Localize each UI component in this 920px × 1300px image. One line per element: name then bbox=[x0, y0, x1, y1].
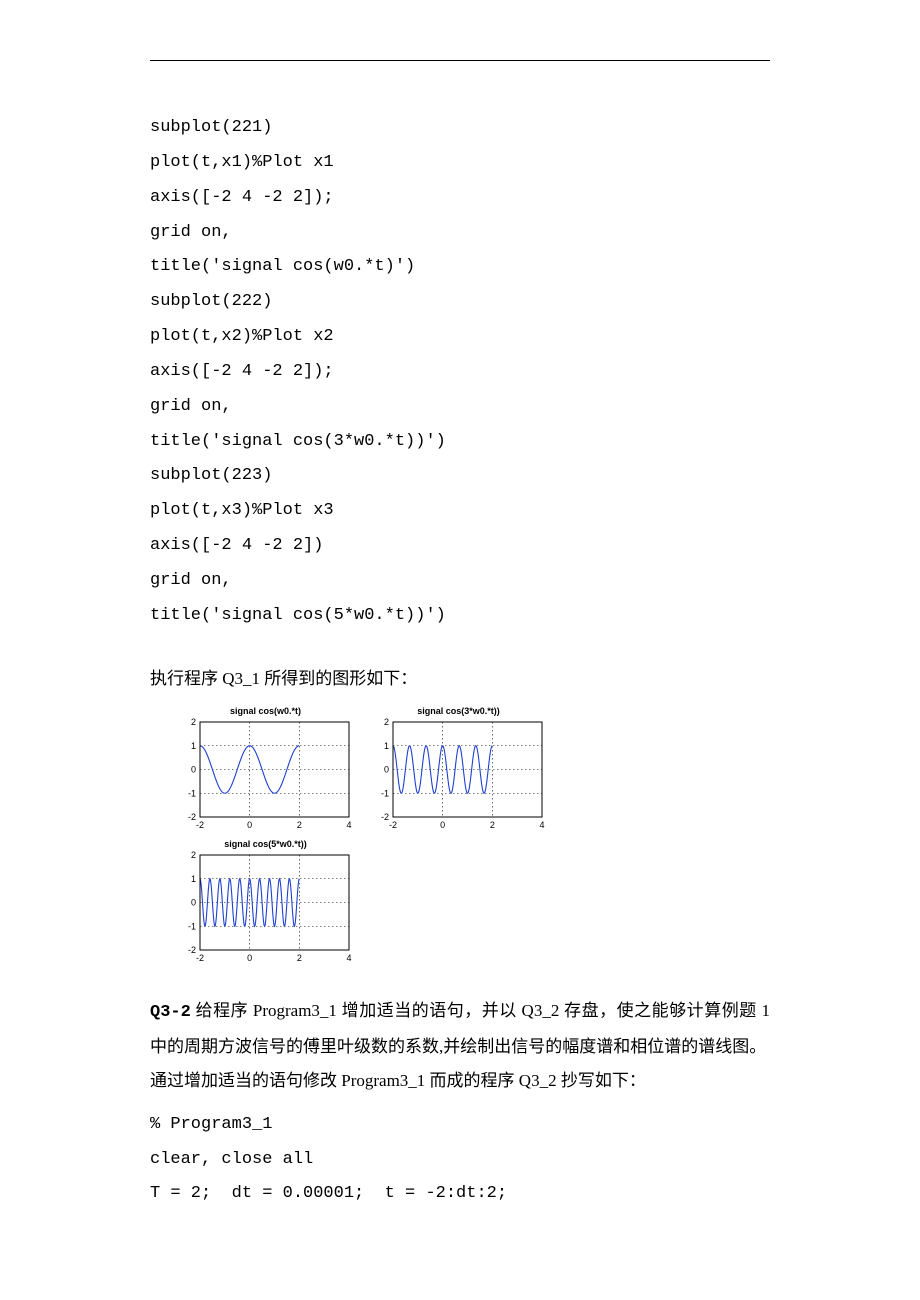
svg-text:-1: -1 bbox=[188, 921, 196, 931]
code-line: clear, close all bbox=[150, 1150, 313, 1169]
chart-2-title: signal cos(3*w0.*t)) bbox=[371, 706, 546, 716]
svg-text:1: 1 bbox=[191, 873, 196, 883]
svg-text:0: 0 bbox=[191, 764, 196, 774]
chart-1-title: signal cos(w0.*t) bbox=[178, 706, 353, 716]
chart-1-svg: -2 -1 0 1 2 -2 0 2 4 bbox=[178, 718, 353, 833]
svg-text:0: 0 bbox=[440, 820, 445, 830]
exec-caption: 执行程序 Q3_1 所得到的图形如下： bbox=[150, 662, 770, 696]
svg-text:2: 2 bbox=[297, 953, 302, 963]
chart-3: signal cos(5*w0.*t)) -2 -1 0 1 2 -2 0 2 4 bbox=[178, 839, 353, 966]
svg-text:-2: -2 bbox=[196, 953, 204, 963]
code-line: title('signal cos(w0.*t)') bbox=[150, 257, 415, 276]
code-line: % Program3_1 bbox=[150, 1115, 272, 1134]
svg-text:1: 1 bbox=[191, 740, 196, 750]
code-line: plot(t,x2)%Plot x2 bbox=[150, 327, 334, 346]
svg-text:0: 0 bbox=[247, 953, 252, 963]
code-block-1: subplot(221) plot(t,x1)%Plot x1 axis([-2… bbox=[150, 111, 770, 634]
code-line: grid on, bbox=[150, 571, 232, 590]
code-line: grid on, bbox=[150, 397, 232, 416]
chart-3-svg: -2 -1 0 1 2 -2 0 2 4 bbox=[178, 851, 353, 966]
svg-text:-2: -2 bbox=[389, 820, 397, 830]
svg-text:2: 2 bbox=[384, 718, 389, 727]
chart-1: signal cos(w0.*t) -2 -1 0 1 2 -2 0 2 4 bbox=[178, 706, 353, 833]
code-block-2: % Program3_1 clear, close all T = 2; dt … bbox=[150, 1108, 770, 1213]
svg-text:-2: -2 bbox=[188, 812, 196, 822]
charts-container: signal cos(w0.*t) -2 -1 0 1 2 -2 0 2 4 signal co… bbox=[178, 706, 770, 966]
chart-2: signal cos(3*w0.*t)) -2 -1 0 1 2 -2 0 2 4 bbox=[371, 706, 546, 833]
q32-paragraph: Q3-2 给程序 Program3_1 增加适当的语句，并以 Q3_2 存盘，使… bbox=[150, 994, 770, 1064]
code-line: title('signal cos(5*w0.*t))') bbox=[150, 606, 446, 625]
svg-text:4: 4 bbox=[539, 820, 544, 830]
svg-text:2: 2 bbox=[191, 851, 196, 860]
code-line: axis([-2 4 -2 2]); bbox=[150, 362, 334, 381]
q32-label: Q3-2 bbox=[150, 1003, 191, 1022]
code-line: plot(t,x1)%Plot x1 bbox=[150, 153, 334, 172]
svg-text:0: 0 bbox=[247, 820, 252, 830]
svg-text:4: 4 bbox=[346, 820, 351, 830]
q32-text2: 通过增加适当的语句修改 Program3_1 而成的程序 Q3_2 抄写如下： bbox=[150, 1064, 770, 1098]
code-line: title('signal cos(3*w0.*t))') bbox=[150, 432, 446, 451]
document-page: subplot(221) plot(t,x1)%Plot x1 axis([-2… bbox=[0, 0, 920, 1300]
svg-text:2: 2 bbox=[490, 820, 495, 830]
q32-text1: 给程序 Program3_1 增加适当的语句，并以 Q3_2 存盘，使之能够计算… bbox=[150, 1001, 770, 1056]
svg-text:-2: -2 bbox=[188, 945, 196, 955]
code-line: subplot(221) bbox=[150, 118, 272, 137]
svg-text:-1: -1 bbox=[381, 788, 389, 798]
code-line: grid on, bbox=[150, 223, 232, 242]
svg-text:2: 2 bbox=[191, 718, 196, 727]
svg-text:0: 0 bbox=[191, 897, 196, 907]
header-rule bbox=[150, 60, 770, 61]
code-line: subplot(222) bbox=[150, 292, 272, 311]
chart-row-1: signal cos(w0.*t) -2 -1 0 1 2 -2 0 2 4 signal co… bbox=[178, 706, 770, 833]
svg-text:4: 4 bbox=[346, 953, 351, 963]
svg-text:2: 2 bbox=[297, 820, 302, 830]
chart-3-title: signal cos(5*w0.*t)) bbox=[178, 839, 353, 849]
svg-text:-1: -1 bbox=[188, 788, 196, 798]
svg-text:0: 0 bbox=[384, 764, 389, 774]
code-line: subplot(223) bbox=[150, 466, 272, 485]
chart-row-2: signal cos(5*w0.*t)) -2 -1 0 1 2 -2 0 2 4 bbox=[178, 839, 770, 966]
svg-text:1: 1 bbox=[384, 740, 389, 750]
svg-text:-2: -2 bbox=[196, 820, 204, 830]
code-line: T = 2; dt = 0.00001; t = -2:dt:2; bbox=[150, 1184, 507, 1203]
svg-text:-2: -2 bbox=[381, 812, 389, 822]
code-line: axis([-2 4 -2 2]); bbox=[150, 188, 334, 207]
chart-2-svg: -2 -1 0 1 2 -2 0 2 4 bbox=[371, 718, 546, 833]
code-line: plot(t,x3)%Plot x3 bbox=[150, 501, 334, 520]
code-line: axis([-2 4 -2 2]) bbox=[150, 536, 323, 555]
